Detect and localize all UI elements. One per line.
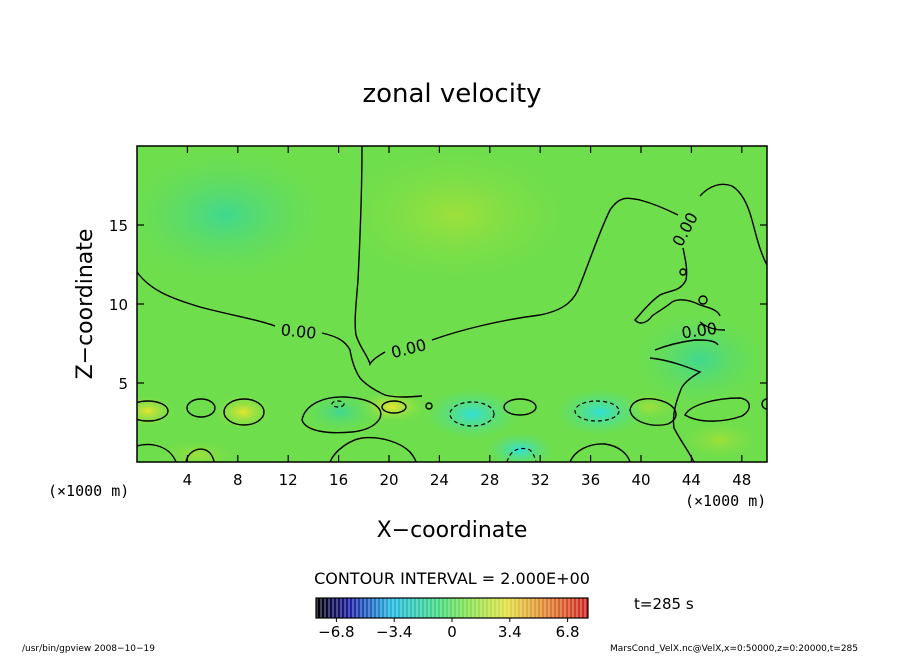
time-label: t=285 s: [634, 595, 694, 613]
x-unit-left: (×1000 m): [48, 482, 129, 500]
contour-zero-center: [354, 146, 679, 367]
x-tick-label-1: 8: [233, 471, 243, 489]
contour-closed-2: [186, 398, 216, 418]
contour-label-4: 0.00: [680, 319, 718, 343]
x-tick-label-11: 48: [732, 471, 751, 489]
contour-bottom-arc-3: [329, 436, 417, 462]
footer-left: /usr/bin/gpview 2008−10−19: [22, 644, 155, 654]
contour-closed-1: [137, 400, 169, 422]
contour-closed-4: [301, 396, 382, 434]
y-tick-label-1: 10: [109, 296, 128, 314]
contour-negative-3: [506, 447, 537, 462]
x-tick-label-3: 16: [329, 471, 348, 489]
x-axis-title: X−coordinate: [377, 518, 528, 543]
colorbar-ticks: −6.8 −3.4 0 3.4 6.8: [318, 618, 580, 641]
x-tick-label-9: 40: [631, 471, 650, 489]
x-axis-ticks: 4 8 12 16 20 24 28 32 36 40 44 48: [183, 146, 751, 489]
x-tick-label-7: 32: [531, 471, 550, 489]
x-tick-label-6: 28: [480, 471, 499, 489]
contour-negative-1: [449, 401, 495, 427]
x-tick-label-4: 20: [379, 471, 398, 489]
x-tick-label-0: 4: [183, 471, 193, 489]
field-lightband-upper-mid: [335, 146, 575, 285]
colorbar-tick-label-1: −3.4: [376, 623, 412, 641]
contour-closed-3: [223, 398, 265, 426]
contour-lines: [137, 146, 767, 462]
y-axis-ticks: 5 10 15: [109, 217, 767, 393]
y-axis-title: Z−coordinate: [73, 229, 98, 380]
contour-small-2: [679, 268, 687, 276]
contour-negative-2: [574, 400, 620, 422]
field-cyan-1: [424, 388, 520, 440]
contour-label-1: 0.00: [280, 320, 317, 343]
field-cyan-2: [555, 388, 645, 436]
contour-zero-lower-right: [649, 339, 719, 462]
field-cyan-3: [485, 432, 555, 462]
x-tick-label-5: 24: [430, 471, 449, 489]
contour-zero-right: [634, 183, 767, 331]
contour-zero-left: [137, 271, 423, 398]
field-tealband-right: [630, 310, 767, 410]
contour-small-3: [698, 295, 708, 305]
x-tick-label-10: 44: [682, 471, 701, 489]
contour-closed-7: [629, 398, 677, 426]
contour-closed-8: [684, 397, 750, 422]
colorbar: −6.8 −3.4 0 3.4 6.8: [315, 597, 589, 641]
contour-closed-5: [381, 400, 407, 414]
field-yellow-6: [158, 441, 238, 462]
field-yellow-5: [680, 420, 760, 460]
contour-small-1: [425, 402, 433, 410]
field-tealband-upper-left: [137, 146, 335, 285]
contour-bottom-arc-4: [569, 443, 631, 462]
contour-small-4: [761, 398, 767, 410]
y-tick-label-0: 5: [118, 375, 128, 393]
contour-bottom-arc-2: [185, 448, 215, 462]
plot-area: 0.00 0.00 0.00 0.00: [137, 146, 767, 462]
chart-title: zonal velocity: [362, 79, 541, 109]
x-tick-label-8: 36: [581, 471, 600, 489]
y-tick-label-2: 15: [109, 217, 128, 235]
colorbar-tick-label-3: 3.4: [498, 623, 522, 641]
contour-closed-6: [503, 398, 537, 416]
colorbar-tick-label-2: 0: [447, 623, 457, 641]
colorbar-stripes: [316, 598, 588, 618]
colorbar-tick-label-0: −6.8: [318, 623, 354, 641]
x-tick-label-2: 12: [279, 471, 298, 489]
contour-interval: CONTOUR INTERVAL = 2.000E+00: [314, 569, 590, 588]
colorbar-tick-label-4: 6.8: [556, 623, 580, 641]
contour-negative-4: [331, 400, 345, 408]
contour-negative: [331, 400, 620, 462]
footer-right: MarsCond_VelX.nc@VelX,x=0:50000,z=0:2000…: [610, 644, 858, 654]
x-unit-right: (×1000 m): [685, 492, 766, 510]
field-yellow-1: [137, 395, 176, 427]
